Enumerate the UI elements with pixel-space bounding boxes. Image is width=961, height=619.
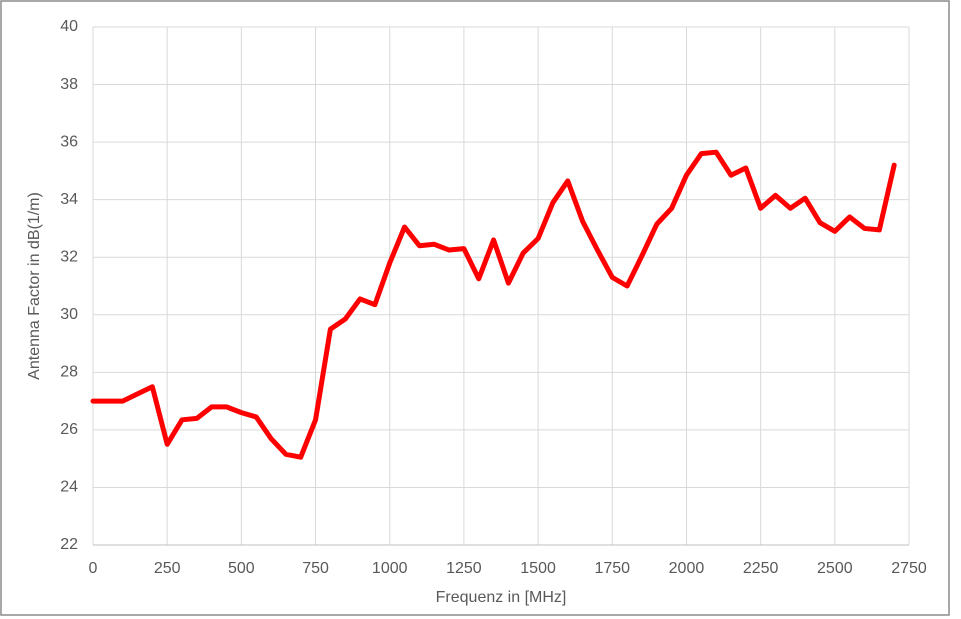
- y-tick-label: 40: [60, 18, 78, 35]
- x-tick-label: 250: [154, 560, 181, 577]
- x-tick-label: 2250: [743, 560, 779, 577]
- x-tick-label: 1000: [372, 560, 408, 577]
- y-tick-label: 36: [60, 133, 78, 150]
- y-axis-title: Antenna Factor in dB(1/m): [26, 192, 43, 380]
- x-tick-label: 1500: [520, 560, 556, 577]
- y-tick-label: 32: [60, 248, 78, 265]
- y-tick-label: 28: [60, 364, 78, 381]
- y-tick-label: 30: [60, 306, 78, 323]
- x-tick-label: 2750: [891, 560, 927, 577]
- x-tick-label: 2000: [669, 560, 705, 577]
- x-tick-label: 2500: [817, 560, 853, 577]
- x-tick-label: 1250: [446, 560, 482, 577]
- x-tick-label: 750: [302, 560, 329, 577]
- x-tick-label: 0: [89, 560, 98, 577]
- y-tick-label: 34: [60, 191, 78, 208]
- x-axis-title: Frequenz in [MHz]: [436, 589, 567, 606]
- y-tick-label: 24: [60, 479, 78, 496]
- data-line: [90, 149, 897, 460]
- x-tick-label: 1750: [594, 560, 630, 577]
- x-tick-label: 500: [228, 560, 255, 577]
- y-tick-label: 22: [60, 536, 78, 553]
- y-tick-label: 38: [60, 76, 78, 93]
- y-tick-label: 26: [60, 421, 78, 438]
